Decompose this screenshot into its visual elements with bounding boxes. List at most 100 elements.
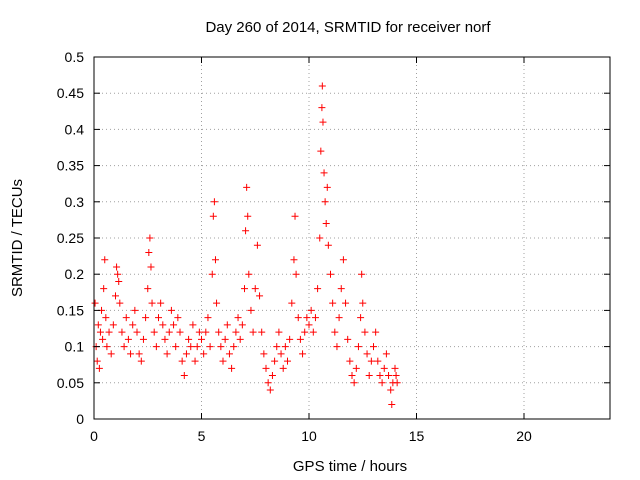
data-point: [112, 292, 119, 300]
data-point: [324, 241, 332, 249]
data-point: [155, 314, 162, 322]
data-point: [232, 328, 240, 336]
data-point: [195, 328, 203, 336]
data-point: [193, 343, 201, 351]
data-point: [152, 343, 160, 351]
data-point: [133, 328, 141, 336]
data-point: [247, 306, 255, 314]
data-point: [211, 256, 219, 264]
data-point: [352, 364, 360, 372]
data-point: [393, 379, 401, 387]
data-point: [209, 212, 217, 220]
data-point: [127, 350, 135, 358]
data-point: [268, 372, 276, 380]
data-point: [264, 379, 272, 387]
data-point: [93, 357, 101, 365]
data-point: [180, 372, 188, 380]
data-point: [279, 364, 287, 372]
data-point: [139, 335, 147, 343]
y-tick-label: 0: [76, 411, 84, 427]
data-point: [94, 321, 102, 329]
data-point: [277, 350, 285, 358]
data-point: [243, 183, 251, 191]
data-point: [342, 299, 350, 307]
data-point: [299, 350, 307, 358]
data-point: [346, 357, 354, 365]
data-point: [391, 364, 399, 372]
data-point: [374, 357, 382, 365]
data-point: [350, 379, 358, 387]
data-point: [294, 314, 302, 322]
data-point: [260, 350, 268, 358]
data-point: [290, 256, 298, 264]
data-point: [344, 335, 352, 343]
chart-title: Day 260 of 2014, SRMTID for receiver nor…: [205, 19, 491, 36]
data-point: [303, 314, 311, 322]
data-point: [286, 335, 294, 343]
x-tick-label: 5: [198, 428, 206, 444]
data-point: [217, 343, 225, 351]
data-point: [163, 350, 171, 358]
data-point: [191, 357, 199, 365]
data-point: [142, 314, 150, 322]
data-point: [145, 248, 153, 256]
data-point: [309, 328, 317, 336]
data-point: [95, 364, 103, 372]
data-point: [329, 299, 337, 307]
data-point: [318, 104, 326, 112]
data-point: [109, 321, 117, 329]
data-point: [361, 328, 369, 336]
data-point: [102, 314, 110, 322]
data-point: [262, 364, 270, 372]
data-point: [387, 386, 395, 394]
data-points: [91, 82, 401, 409]
data-point: [219, 357, 227, 365]
data-point: [271, 357, 279, 365]
data-point: [337, 285, 345, 293]
data-point: [147, 263, 155, 271]
data-point: [187, 343, 195, 351]
data-point: [172, 343, 180, 351]
data-point: [392, 372, 400, 380]
data-point: [238, 321, 246, 329]
data-point: [202, 328, 210, 336]
data-point: [105, 328, 113, 336]
data-point: [319, 118, 327, 126]
data-point: [118, 328, 126, 336]
y-tick-label: 0.1: [65, 339, 85, 355]
data-point: [314, 285, 322, 293]
data-point: [322, 220, 330, 228]
data-point: [198, 335, 205, 343]
data-point: [357, 314, 365, 322]
data-point: [116, 299, 124, 307]
y-tick-label: 0.15: [57, 302, 84, 318]
data-point: [316, 234, 324, 242]
data-point: [292, 270, 300, 278]
y-tick-label: 0.45: [57, 85, 84, 101]
data-point: [96, 328, 104, 336]
data-point: [376, 372, 384, 380]
data-point: [321, 198, 329, 206]
data-point: [206, 343, 214, 351]
data-point: [320, 169, 328, 177]
data-point: [230, 343, 238, 351]
data-point: [234, 314, 242, 322]
data-point: [215, 328, 223, 336]
data-point: [204, 314, 212, 322]
data-point: [288, 299, 296, 307]
data-point: [305, 321, 313, 329]
axis-ticks: [93, 56, 610, 420]
data-point: [208, 270, 216, 278]
data-point: [144, 285, 152, 293]
data-point: [185, 335, 193, 343]
data-point: [200, 350, 208, 358]
data-point: [225, 350, 233, 358]
y-tick-label: 0.25: [57, 230, 84, 246]
data-point: [131, 306, 139, 314]
data-point: [245, 270, 253, 278]
data-point: [100, 285, 108, 293]
data-point: [388, 401, 396, 409]
data-point: [339, 256, 347, 264]
data-point: [359, 299, 367, 307]
x-tick-labels: 0 5 10 15 20: [90, 428, 532, 444]
